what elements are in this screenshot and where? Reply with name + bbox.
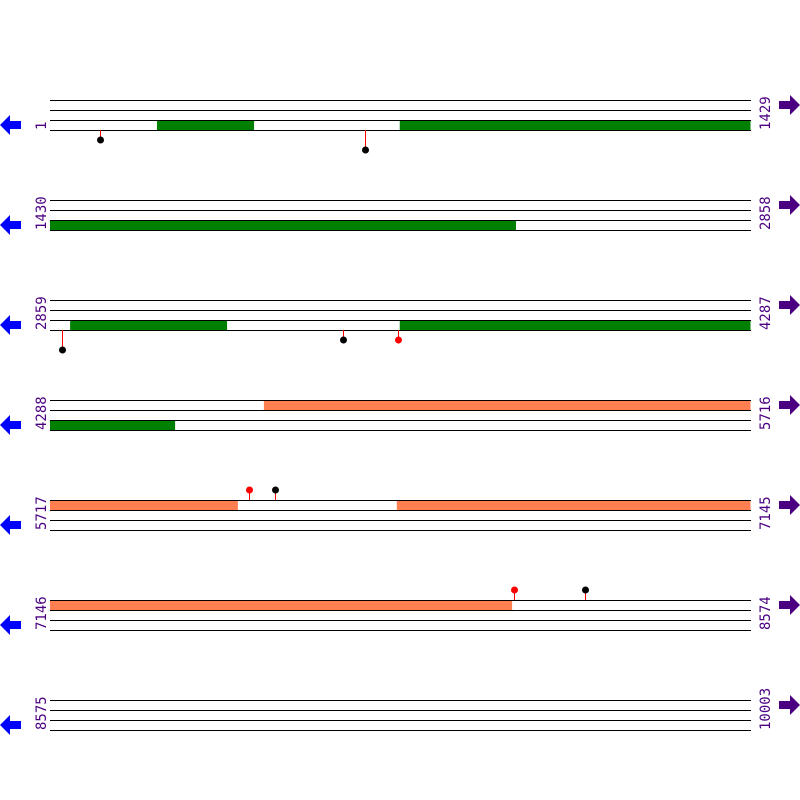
feature-green[interactable] [50,420,176,430]
row-start-label: 1 [34,122,50,130]
marker-dot [97,136,104,144]
marker-dot [340,336,347,344]
arrow-right-icon[interactable] [779,595,800,615]
marker-dot [511,586,518,594]
arrow-left-icon[interactable] [0,515,21,535]
feature-green[interactable] [156,120,255,130]
row-start-label: 2859 [34,296,50,330]
row-end-label: 10003 [758,688,774,730]
row-start-label: 5717 [34,496,50,530]
map-row: 1 1429 [0,95,800,154]
map-row: 8575 10003 [0,688,800,735]
feature-orange[interactable] [50,500,238,510]
row-end-label: 4287 [758,296,774,330]
row-start-label: 7146 [34,596,50,630]
variant-marker[interactable] [246,486,253,501]
arrow-left-icon[interactable] [0,315,21,335]
arrow-left-icon[interactable] [0,715,21,735]
arrow-left-icon[interactable] [0,615,21,635]
map-row: 4288 5716 [0,395,800,435]
row-start-label: 4288 [34,396,50,430]
row-start-label: 1430 [34,196,50,230]
variant-marker[interactable] [395,330,402,344]
map-row: 2859 4287 [0,295,800,354]
variant-marker[interactable] [362,130,369,154]
arrow-right-icon[interactable] [779,395,800,415]
arrow-left-icon[interactable] [0,415,21,435]
marker-dot [272,486,279,494]
arrow-right-icon[interactable] [779,495,800,515]
variant-marker[interactable] [511,586,518,601]
row-start-label: 8575 [34,696,50,730]
variant-marker[interactable] [340,330,347,344]
variant-marker[interactable] [272,486,279,501]
variant-marker[interactable] [97,130,104,144]
feature-green[interactable] [399,120,751,130]
arrow-left-icon[interactable] [0,115,21,135]
arrow-right-icon[interactable] [779,95,800,115]
row-end-label: 5716 [758,396,774,430]
arrow-right-icon[interactable] [779,695,800,715]
variant-marker[interactable] [582,586,589,601]
marker-dot [59,346,66,354]
feature-orange[interactable] [396,500,751,510]
marker-dot [395,336,402,344]
feature-orange[interactable] [50,600,513,610]
feature-green[interactable] [50,220,517,230]
map-row: 5717 7145 [0,486,800,535]
arrow-right-icon[interactable] [779,195,800,215]
map-row: 7146 8574 [0,586,800,635]
marker-dot [246,486,253,494]
row-end-label: 2858 [758,196,774,230]
feature-green[interactable] [70,320,228,330]
feature-green[interactable] [399,320,751,330]
row-end-label: 7145 [758,496,774,530]
row-end-label: 1429 [758,96,774,130]
variant-marker[interactable] [59,330,66,354]
arrow-left-icon[interactable] [0,215,21,235]
marker-dot [362,146,369,154]
feature-orange[interactable] [263,400,751,410]
row-end-label: 8574 [758,596,774,630]
map-row: 1430 2858 [0,195,800,235]
marker-dot [582,586,589,594]
arrow-right-icon[interactable] [779,295,800,315]
